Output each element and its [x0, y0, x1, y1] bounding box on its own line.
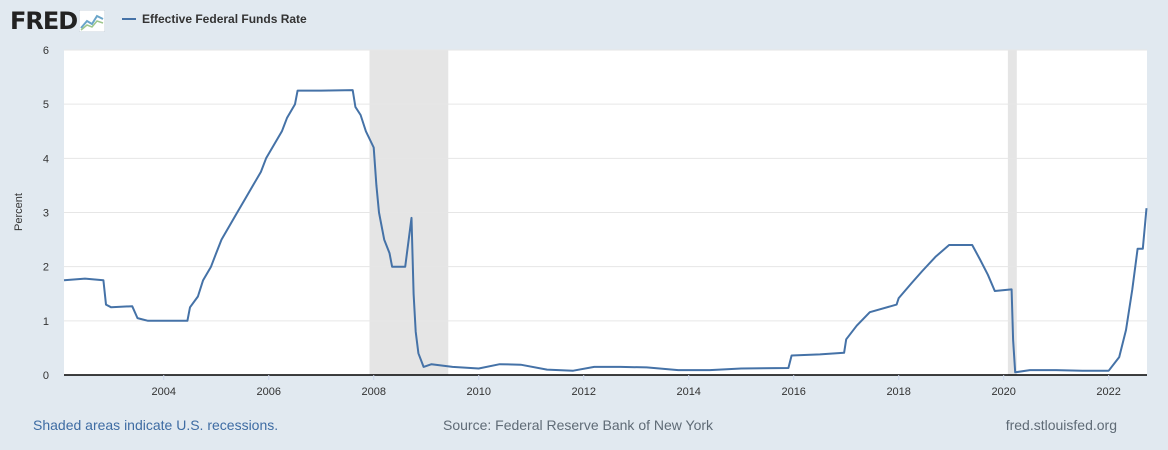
x-tick-label: 2006	[256, 386, 280, 398]
x-tick-label: 2016	[781, 386, 805, 398]
y-axis-ticks: 0 1 2 3 4 5 6	[43, 45, 49, 382]
source-text: Source: Federal Reserve Bank of New York	[443, 417, 714, 433]
line-graph-icon	[79, 10, 106, 32]
y-axis-label: Percent	[13, 193, 25, 231]
x-tick-label: 2004	[152, 386, 176, 398]
grid-lines	[64, 49, 1147, 322]
chart-legend[interactable]: Effective Federal Funds Rate	[122, 12, 307, 26]
legend-swatch	[122, 18, 136, 20]
logo-text: FRED	[10, 7, 78, 35]
x-tick-label: 2008	[361, 386, 385, 398]
chart-header: FRED Effective Federal Funds Rate	[0, 0, 1168, 46]
y-tick-label: 5	[43, 99, 49, 111]
site-link[interactable]: fred.stlouisfed.org	[1005, 417, 1117, 433]
x-axis-ticks: 2004 2006 2008 2010 2012 2014 2016 2018 2020 2022	[152, 375, 1121, 398]
series-line[interactable]	[63, 89, 1148, 374]
chart-footer: Shaded areas indicate U.S. recessions. S…	[0, 414, 1168, 438]
series-layer	[63, 89, 1148, 374]
y-tick-label: 6	[43, 45, 49, 57]
x-tick-label: 2022	[1096, 386, 1120, 398]
x-tick-label: 2012	[571, 386, 595, 398]
y-tick-label: 2	[43, 262, 49, 274]
recession-note: Shaded areas indicate U.S. recessions.	[33, 417, 279, 433]
y-tick-label: 3	[43, 208, 49, 220]
line-chart: 0 1 2 3 4 5 6 2004 2006 2008 2010 2012 2014 2016 2018…	[13, 45, 1148, 398]
y-tick-label: 4	[43, 153, 49, 165]
legend-label: Effective Federal Funds Rate	[142, 12, 307, 26]
y-tick-label: 1	[43, 316, 49, 328]
x-tick-label: 2018	[886, 386, 910, 398]
x-tick-label: 2020	[991, 386, 1015, 398]
x-tick-label: 2014	[676, 386, 700, 398]
y-tick-label: 0	[43, 370, 49, 382]
fred-logo[interactable]: FRED	[10, 6, 106, 36]
x-tick-label: 2010	[466, 386, 490, 398]
